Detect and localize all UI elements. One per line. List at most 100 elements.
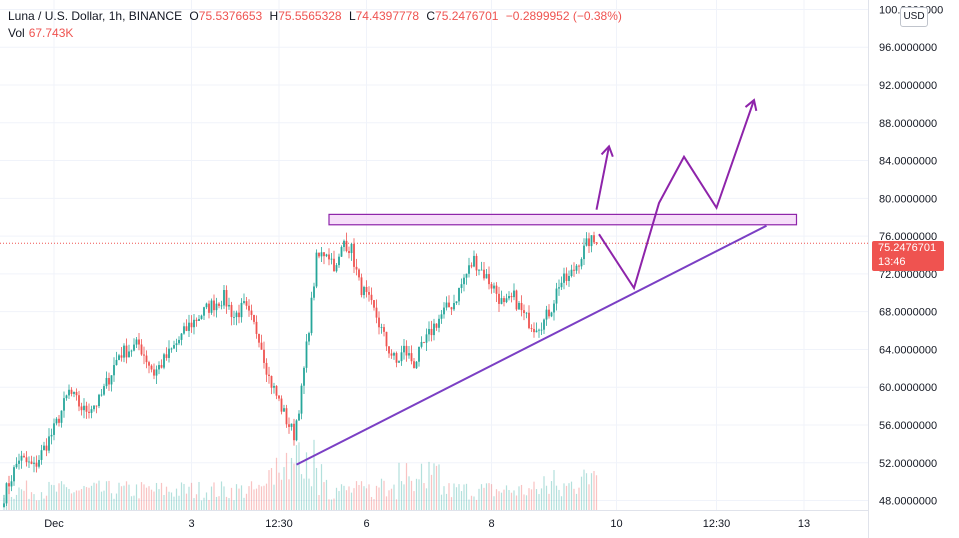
volume-bar [40, 492, 43, 510]
candle-body [248, 305, 250, 311]
volume-bar [68, 488, 70, 510]
candle-body [250, 310, 253, 315]
volume-bar [580, 476, 583, 510]
volume-bar [338, 491, 340, 510]
volume-bar [455, 487, 458, 510]
volume-bar [363, 486, 365, 510]
volume-bar [48, 481, 50, 510]
volume-bar [533, 481, 535, 510]
candle-body [15, 463, 18, 468]
volume-bar [178, 495, 180, 510]
volume-bar [558, 489, 560, 510]
volume-bar [215, 496, 218, 510]
candle-body [83, 405, 85, 411]
volume-bar [560, 496, 563, 510]
volume-bar [563, 483, 565, 510]
candle-body [213, 300, 215, 311]
candle-body [520, 302, 523, 311]
candle-body [263, 349, 265, 363]
candle-body [293, 423, 295, 441]
candle-body [178, 339, 180, 344]
candle-body [450, 307, 453, 310]
volume-bar [320, 464, 323, 510]
volume-bar [350, 492, 353, 510]
candle-body [535, 330, 538, 333]
price-tick-label: 68.0000000 [879, 307, 937, 319]
candle-body [423, 341, 425, 343]
candle-body [88, 411, 90, 413]
volume-bar [285, 452, 288, 510]
volume-bar [590, 473, 593, 510]
candle-body [518, 302, 520, 310]
candle-body [205, 303, 208, 308]
volume-bar [30, 492, 33, 510]
volume-bar [395, 499, 398, 510]
candle-body [498, 293, 500, 304]
candle-body [143, 354, 145, 356]
candle-body [315, 252, 318, 287]
price-tick-label: 84.0000000 [879, 156, 937, 168]
volume-bar [278, 472, 280, 510]
candle-body [185, 326, 188, 331]
volume-bar [38, 500, 40, 510]
volume-bar [28, 498, 30, 510]
candle-body [10, 481, 13, 487]
volume-bar [93, 482, 95, 510]
candle-body [560, 282, 563, 288]
volume-bar [478, 488, 480, 510]
volume-bar [210, 486, 213, 510]
volume-bar [150, 489, 153, 510]
volume-bar [355, 481, 358, 510]
volume-bar [368, 484, 370, 510]
volume-bar [380, 478, 383, 510]
candle-body [80, 406, 83, 411]
volume-bar [110, 493, 113, 510]
volume-bar [323, 482, 325, 510]
candle-body [55, 418, 58, 424]
time-tick-label: 6 [363, 518, 369, 530]
volume-bar [423, 483, 425, 510]
candle-body [588, 238, 590, 247]
candle-body [148, 362, 150, 366]
volume-bar [238, 488, 240, 510]
candle-body [358, 269, 360, 278]
candle-body [368, 292, 370, 295]
volume-bar [425, 488, 428, 510]
candle-body [360, 277, 363, 296]
candle-body [173, 345, 175, 349]
candle-body [103, 386, 105, 395]
volume-bar [33, 494, 35, 510]
volume-bar [260, 486, 263, 510]
volume-bar [298, 442, 300, 510]
low-value: 74.4397778 [355, 9, 420, 23]
volume-bar [310, 486, 313, 510]
resistance-zone [328, 213, 798, 226]
candle-body [490, 284, 493, 289]
candle-body [428, 328, 430, 335]
candle-body [150, 365, 153, 370]
symbol-title[interactable]: Luna / U.S. Dollar, 1h, BINANCE [8, 9, 183, 23]
candle-body [318, 252, 320, 257]
volume-label[interactable]: Vol [8, 26, 25, 40]
candle-body [23, 455, 25, 458]
volume-bar [508, 490, 510, 510]
candle-body [128, 351, 130, 358]
candle-body [348, 251, 350, 254]
candle-body [295, 420, 298, 441]
volume-bar [550, 481, 553, 510]
low-label: L [348, 9, 356, 23]
candle-body [550, 312, 553, 317]
volume-bar [358, 484, 360, 510]
volume-bar [378, 487, 380, 510]
candle-body [140, 344, 143, 355]
currency-button[interactable]: USD [900, 7, 928, 27]
volume-bar [135, 484, 138, 510]
candle-body [60, 410, 63, 423]
volume-bar [473, 496, 475, 510]
volume-bar [545, 485, 548, 510]
volume-bar [538, 494, 540, 510]
volume-bar [503, 489, 505, 510]
candle-body [110, 375, 113, 385]
volume-bar [330, 499, 333, 510]
